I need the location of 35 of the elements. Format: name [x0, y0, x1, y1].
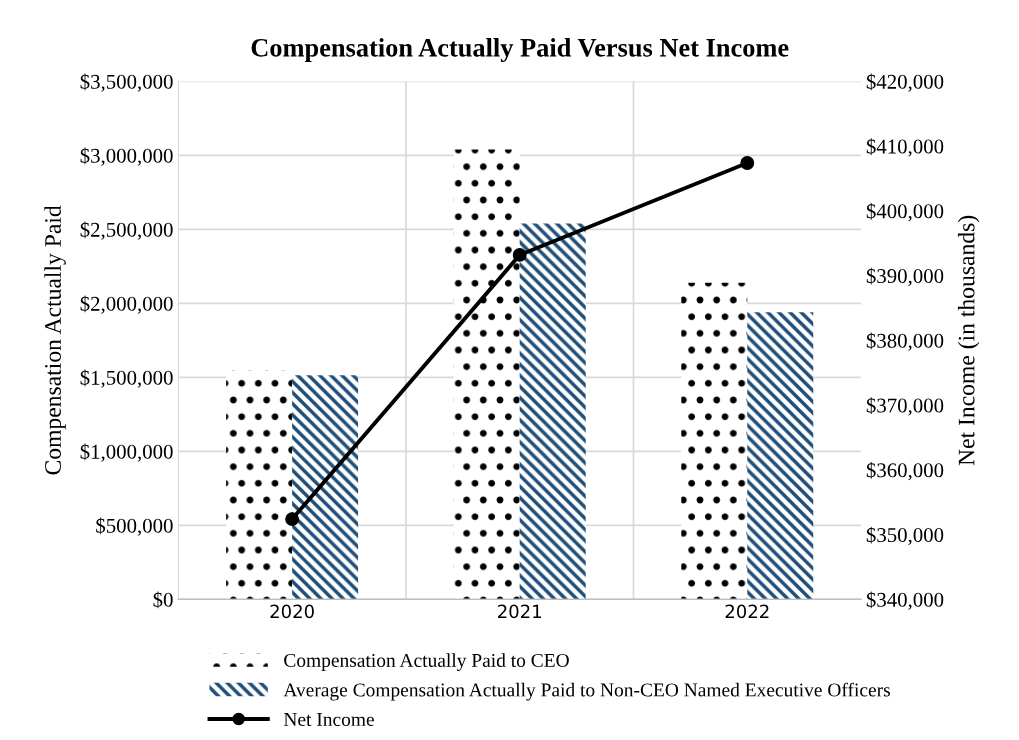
bar — [681, 282, 748, 600]
x-tick-label: 2022 — [725, 604, 769, 619]
y-tick-label: $500,000 — [96, 517, 173, 536]
point — [512, 247, 527, 262]
y2-tick-label: $340,000 — [866, 591, 944, 610]
y2-axis-title: Net Income (in thousands) — [957, 215, 980, 466]
bar — [292, 375, 359, 600]
y2-tick-label: $390,000 — [866, 267, 944, 287]
point — [740, 156, 755, 170]
legend-label: Average Compensation Actually Paid to Non-CEO Named Executive Officers — [283, 682, 890, 701]
y-tick-label: $3,500,000 — [80, 73, 173, 92]
y-tick-label: $2,000,000 — [80, 295, 173, 314]
y2-tick-label: $360,000 — [866, 462, 944, 481]
bar — [747, 312, 814, 600]
y2-tick-label: $420,000 — [866, 73, 944, 92]
y2-tick-label: $350,000 — [866, 526, 944, 546]
y-tick-label: $3,000,000 — [80, 147, 173, 166]
y-tick-label: $0 — [153, 591, 173, 609]
y-tick-label: $2,500,000 — [80, 221, 173, 240]
y-axis-title: Compensation Actually Paid — [44, 205, 66, 475]
y-tick-label: $1,500,000 — [80, 369, 173, 388]
y-tick-label: $1,000,000 — [80, 443, 173, 462]
y2-tick-label: $410,000 — [866, 138, 944, 157]
legend-label: Net Income — [283, 713, 374, 726]
point — [285, 512, 300, 527]
x-tick-label: 2021 — [498, 604, 541, 619]
legend-label: Compensation Actually Paid to CEO — [284, 653, 569, 671]
bar — [226, 370, 293, 600]
y2-tick-label: $400,000 — [866, 203, 944, 222]
bar — [519, 223, 586, 600]
y2-tick-label: $380,000 — [866, 332, 944, 351]
bar — [453, 149, 520, 600]
chart-title: Compensation Actually Paid Versus Net Income — [251, 38, 789, 63]
y2-tick-label: $370,000 — [866, 397, 944, 416]
x-tick-label: 2020 — [270, 604, 314, 619]
